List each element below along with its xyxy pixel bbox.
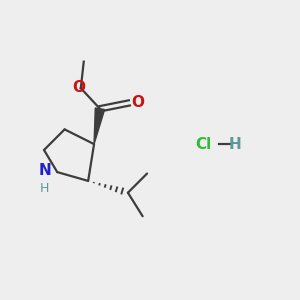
Text: O: O — [72, 80, 85, 95]
Polygon shape — [94, 108, 105, 144]
Text: N: N — [38, 163, 51, 178]
Text: O: O — [132, 94, 145, 110]
Text: H: H — [229, 136, 242, 152]
Text: H: H — [40, 182, 50, 195]
Text: Cl: Cl — [195, 136, 211, 152]
